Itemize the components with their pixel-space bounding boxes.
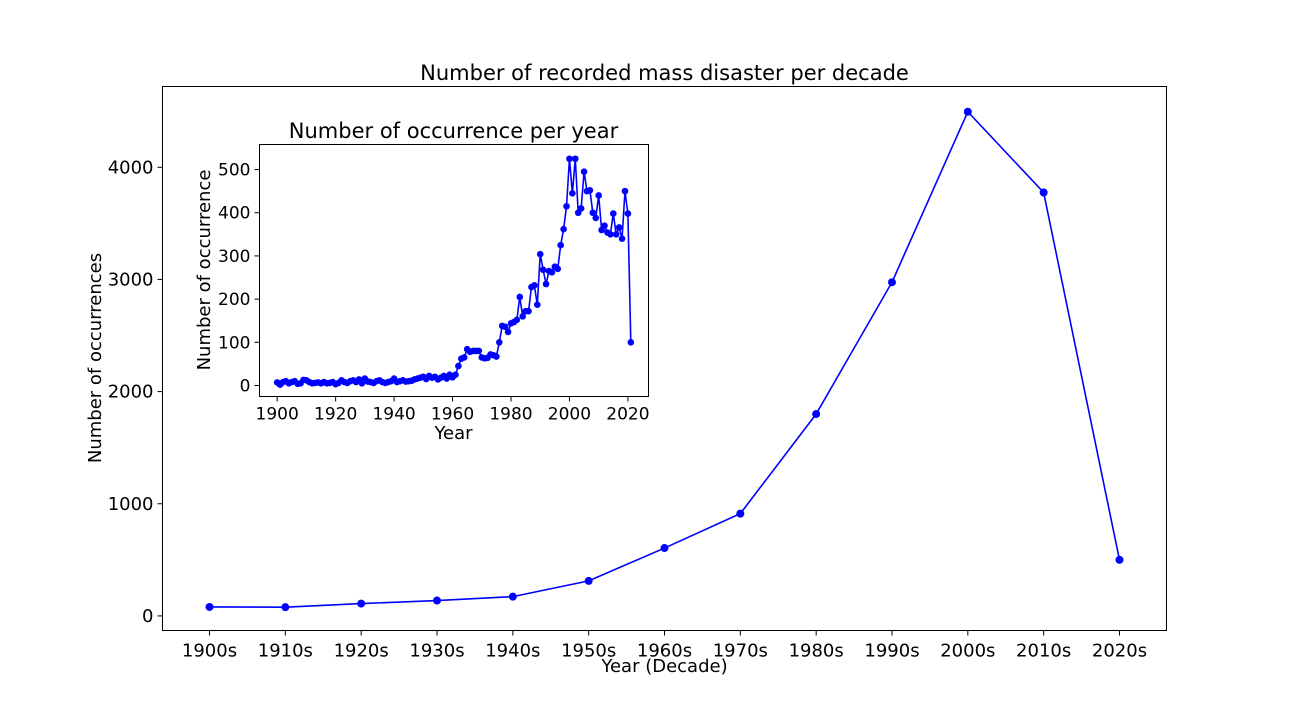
inset-data-point [358, 380, 366, 387]
main-data-point [433, 596, 442, 605]
main-x-tick-label: 1910s [258, 641, 313, 662]
inset-x-axis-label: Year [433, 423, 473, 444]
main-y-tick-label: 2000 [108, 382, 154, 403]
main-x-axis-label: Year (Decade) [600, 656, 727, 677]
inset-y-tick-label: 200 [218, 290, 250, 310]
inset-y-tick-label: 500 [218, 161, 250, 181]
inset-series-points [273, 155, 635, 388]
inset-data-point [627, 338, 635, 346]
main-x-tick-label: 1970s [713, 641, 768, 662]
inset-data-point [531, 281, 538, 289]
inset-data-point [496, 338, 503, 346]
inset-data-point [592, 214, 600, 222]
inset-data-point [609, 210, 617, 217]
inset-x-tick-label: 1900 [256, 405, 299, 425]
inset-axes: 1900 1920 1940 1960 1980 2000 2020 0 100 200 300 40… [218, 161, 649, 425]
main-data-point [508, 592, 517, 601]
main-x-tick-label: 1990s [864, 641, 919, 662]
main-x-tick-label: 1980s [789, 641, 844, 662]
inset-data-point [571, 155, 579, 163]
inset-data-point [580, 168, 588, 176]
inset-data-point [618, 235, 626, 242]
main-data-point [963, 107, 972, 116]
inset-x-tick-label: 1940 [372, 405, 415, 425]
inset-x-tick-label: 1960 [431, 405, 474, 425]
inset-y-tick-label: 400 [218, 204, 250, 224]
inset-x-tick-label: 2020 [606, 405, 649, 425]
inset-data-point [569, 190, 576, 197]
main-data-point [812, 410, 821, 419]
main-y-tick-label: 3000 [108, 269, 154, 290]
main-data-point [1115, 555, 1124, 564]
inset-data-point [566, 155, 573, 163]
inset-data-point [557, 241, 564, 249]
main-data-point [887, 278, 896, 287]
inset-data-point [577, 205, 585, 212]
inset-data-point [501, 323, 509, 331]
inset-x-tick-label: 1920 [314, 405, 357, 425]
inset-data-point [612, 231, 620, 238]
inset-chart-title: Number of occurrence per year [289, 119, 619, 143]
main-data-point [584, 576, 593, 585]
main-y-tick-label: 0 [142, 606, 153, 627]
inset-data-point [475, 347, 483, 355]
main-x-tick-label: 1920s [334, 641, 389, 662]
main-x-tick-label: 2010s [1016, 641, 1071, 662]
inset-plot-area [259, 144, 649, 397]
inset-data-point [536, 250, 544, 258]
main-series-points [205, 107, 1124, 612]
main-x-tick-label: 1900s [182, 641, 237, 662]
inset-data-point [519, 313, 526, 320]
main-data-point [1039, 188, 1048, 197]
main-data-point [281, 603, 290, 612]
inset-data-point [460, 354, 468, 361]
inset-data-point [539, 266, 547, 274]
inset-y-tick-label: 0 [240, 376, 251, 396]
inset-data-point [504, 328, 512, 336]
main-x-tick-label: 1940s [485, 641, 540, 662]
main-x-tick-label: 2020s [1092, 641, 1147, 662]
main-x-tick-label: 2000s [940, 641, 995, 662]
inset-data-point [493, 353, 500, 360]
main-y-axis-label: Number of occurrences [85, 253, 106, 463]
inset-chart: Number of occurrence per year 1900 1920 19… [194, 119, 650, 444]
main-axes: 1900s 1910s 1920s 1930s 1940s 1950s 1960s 1970s… [108, 157, 1147, 661]
inset-data-point [615, 224, 623, 231]
inset-data-point [601, 222, 608, 229]
inset-data-point [607, 231, 614, 238]
inset-y-axis-label: Number of occurrence [194, 170, 215, 371]
inset-data-point [525, 307, 532, 315]
inset-data-point [589, 209, 597, 217]
inset-data-point [516, 293, 524, 301]
inset-data-point [560, 225, 567, 233]
inset-data-point [533, 301, 541, 309]
inset-x-tick-label: 2000 [548, 405, 591, 425]
main-data-point [660, 544, 669, 553]
main-data-point [357, 599, 366, 608]
inset-data-point [513, 316, 521, 324]
inset-data-point [586, 186, 594, 194]
inset-data-point [548, 269, 556, 276]
inset-x-tick-label: 1980 [489, 405, 532, 425]
inset-data-point [563, 202, 570, 210]
main-data-point [736, 509, 745, 518]
main-chart-title: Number of recorded mass disaster per dec… [420, 61, 909, 85]
main-data-point [205, 602, 214, 611]
inset-y-tick-label: 300 [218, 247, 250, 267]
inset-y-tick-label: 100 [218, 333, 250, 353]
inset-data-point [621, 187, 629, 195]
main-y-tick-label: 1000 [108, 494, 154, 515]
inset-data-point [542, 280, 550, 288]
inset-data-point [452, 371, 459, 378]
inset-data-point [624, 210, 632, 217]
main-chart: Number of recorded mass disaster per dec… [85, 61, 1167, 677]
inset-data-point [455, 362, 462, 370]
main-y-tick-label: 4000 [108, 157, 154, 178]
main-x-tick-label: 1960s [637, 641, 692, 662]
main-x-tick-label: 1930s [409, 641, 464, 662]
main-x-tick-label: 1950s [561, 641, 616, 662]
inset-data-point [595, 192, 602, 199]
inset-data-point [554, 265, 562, 273]
